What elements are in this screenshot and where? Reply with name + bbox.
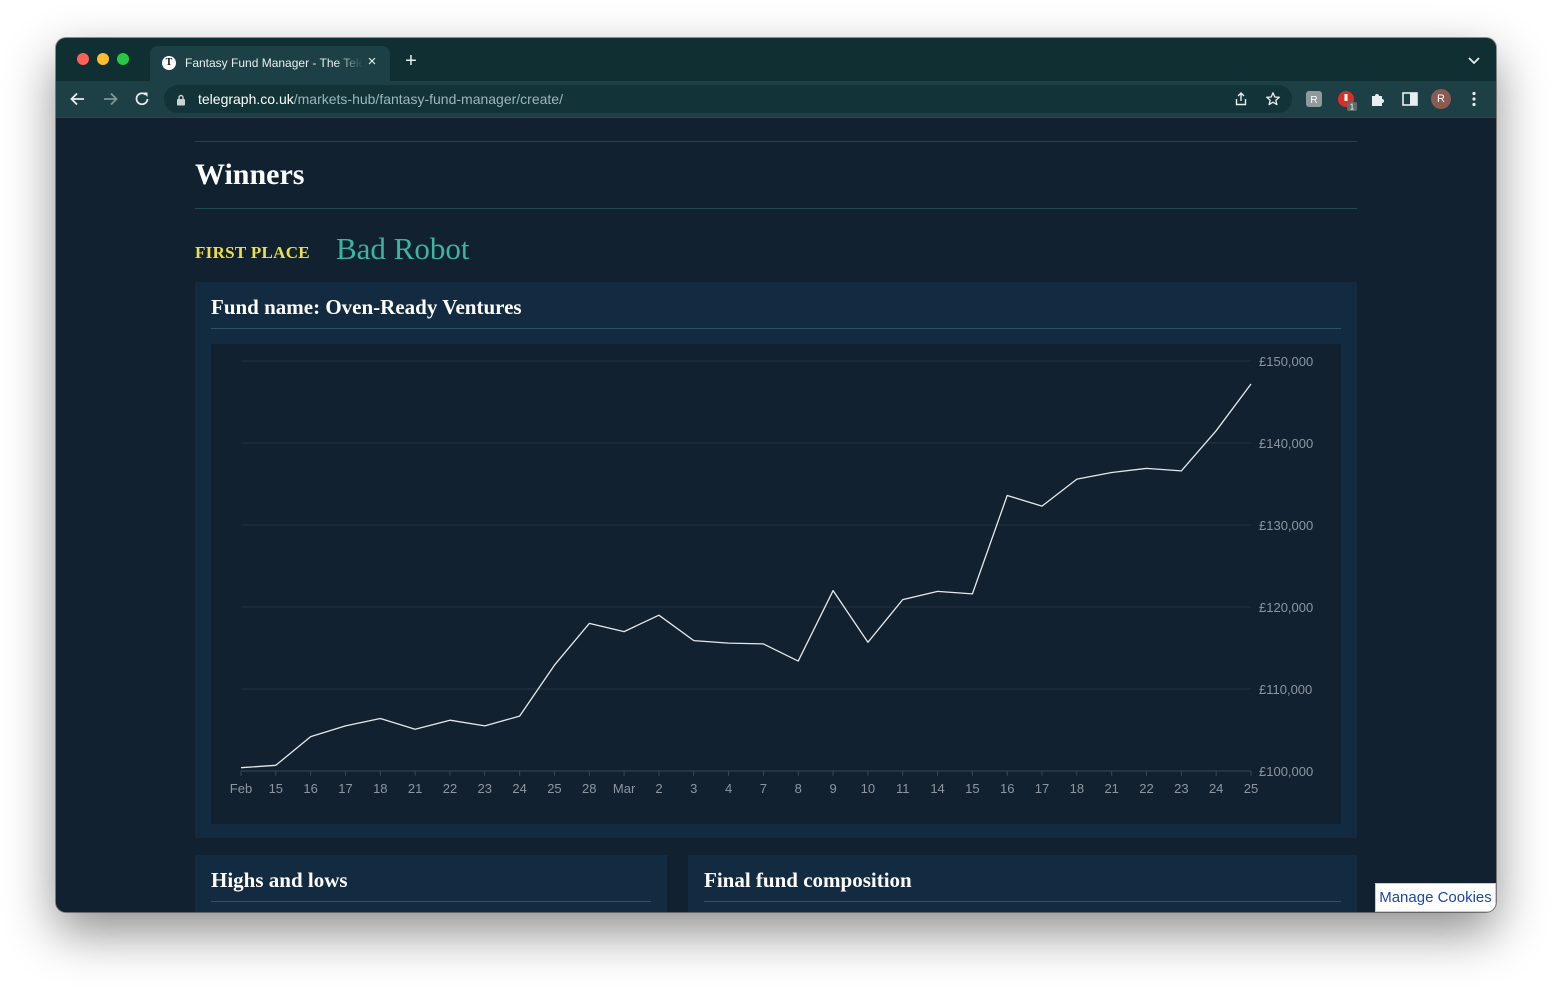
x-tick-label: 10 <box>861 781 875 796</box>
place-label: FIRST PLACE <box>195 243 310 262</box>
x-tick-label: Mar <box>613 781 636 796</box>
x-tick-label: 8 <box>795 781 802 796</box>
star-icon[interactable] <box>1265 91 1281 107</box>
x-tick-label: 18 <box>1070 781 1084 796</box>
highs-lows-title: Highs and lows <box>211 868 348 892</box>
forward-icon[interactable] <box>100 89 120 109</box>
divider <box>195 208 1357 209</box>
y-tick-label: £150,000 <box>1259 354 1313 369</box>
extension-r-icon[interactable]: R <box>1305 90 1323 108</box>
x-tick-label: 25 <box>547 781 561 796</box>
section-title: Winners <box>195 158 305 191</box>
x-tick-label: 3 <box>690 781 697 796</box>
x-tick-label: 17 <box>338 781 352 796</box>
browser-window: T Fantasy Fund Manager - The Telegraph ×… <box>56 38 1496 912</box>
tab-search-chevron-icon[interactable] <box>1466 52 1482 68</box>
y-tick-label: £140,000 <box>1259 436 1313 451</box>
winner-name: Bad Robot <box>336 231 470 266</box>
x-tick-label: 11 <box>896 781 910 796</box>
sidebar-icon[interactable] <box>1401 90 1419 108</box>
fund-card-title: Fund name: Oven-Ready Ventures <box>211 295 522 319</box>
x-tick-label: 22 <box>443 781 457 796</box>
close-window-button[interactable] <box>77 53 89 65</box>
browser-toolbar: telegraph.co.uk/markets-hub/fantasy-fund… <box>56 81 1496 118</box>
svg-text:R: R <box>1310 95 1317 106</box>
x-tick-label: Feb <box>230 781 252 796</box>
x-tick-label: 23 <box>1174 781 1188 796</box>
tab-active[interactable]: T Fantasy Fund Manager - The Telegraph × <box>150 46 390 81</box>
y-tick-label: £130,000 <box>1259 518 1313 533</box>
x-tick-label: 2 <box>655 781 662 796</box>
tab-title: Fantasy Fund Manager - The Telegraph <box>185 56 363 70</box>
back-icon[interactable] <box>68 89 88 109</box>
x-tick-label: 25 <box>1244 781 1258 796</box>
extension-badge-count: 1 <box>1350 103 1355 112</box>
close-tab-icon[interactable]: × <box>367 53 377 70</box>
x-tick-label: 14 <box>930 781 944 796</box>
x-tick-label: 4 <box>725 781 732 796</box>
manage-cookies-button[interactable]: Manage Cookies <box>1375 883 1496 912</box>
fund-chart-card: Fund name: Oven-Ready Ventures £150,000 £… <box>195 282 1357 838</box>
telegraph-favicon-icon: T <box>162 56 176 70</box>
divider <box>195 141 1357 142</box>
x-tick-label: 23 <box>478 781 492 796</box>
share-icon[interactable] <box>1233 91 1249 107</box>
url-host: telegraph.co.uk <box>198 91 294 107</box>
fund-value-chart: £150,000 £140,000 £130,000 £120,000 £110,000… <box>211 344 1341 824</box>
x-tick-label: 16 <box>1000 781 1014 796</box>
page-content: Winners FIRST PLACE Bad Robot Fund name:… <box>56 118 1496 912</box>
x-tick-label: 17 <box>1035 781 1049 796</box>
x-tick-label: 24 <box>512 781 526 796</box>
lock-icon[interactable] <box>176 93 186 106</box>
tab-bar: T Fantasy Fund Manager - The Telegraph ×… <box>56 38 1496 81</box>
maximize-window-button[interactable] <box>117 53 129 65</box>
x-tick-label: 22 <box>1139 781 1153 796</box>
url-text[interactable]: telegraph.co.uk/markets-hub/fantasy-fund… <box>198 91 563 107</box>
x-tick-label: 24 <box>1209 781 1223 796</box>
profile-avatar[interactable]: R <box>1431 89 1451 109</box>
series-line <box>240 383 1252 769</box>
url-path: /markets-hub/fantasy-fund-manager/create… <box>293 91 563 107</box>
fund-value-chart-svg: £150,000 £140,000 £130,000 £120,000 £110,000… <box>230 354 1313 796</box>
fund-composition-card: Final fund composition <box>688 855 1357 912</box>
menu-icon[interactable] <box>1465 90 1483 108</box>
new-tab-button[interactable]: + <box>405 50 417 72</box>
x-tick-label: 15 <box>269 781 283 796</box>
reload-icon[interactable] <box>132 89 152 109</box>
composition-title: Final fund composition <box>704 868 912 892</box>
card-divider <box>211 901 651 902</box>
y-tick-label: £110,000 <box>1259 682 1312 697</box>
card-divider <box>704 901 1341 902</box>
x-tick-label: 7 <box>760 781 767 796</box>
x-tick-label: 21 <box>408 781 422 796</box>
y-tick-label: £120,000 <box>1259 600 1313 615</box>
x-tick-label: 18 <box>373 781 387 796</box>
y-tick-label: £100,000 <box>1259 764 1313 779</box>
x-tick-label: 9 <box>829 781 836 796</box>
card-divider <box>211 328 1341 329</box>
highs-lows-card: Highs and lows <box>195 855 667 912</box>
x-tick-label: 21 <box>1104 781 1118 796</box>
minimize-window-button[interactable] <box>97 53 109 65</box>
x-tick-label: 28 <box>582 781 596 796</box>
extension-alert-icon[interactable]: 1 <box>1337 90 1357 112</box>
x-tick-label: 15 <box>965 781 979 796</box>
x-tick-label: 16 <box>303 781 317 796</box>
puzzle-icon[interactable] <box>1369 90 1387 108</box>
address-bar[interactable]: telegraph.co.uk/markets-hub/fantasy-fund… <box>164 85 1292 113</box>
